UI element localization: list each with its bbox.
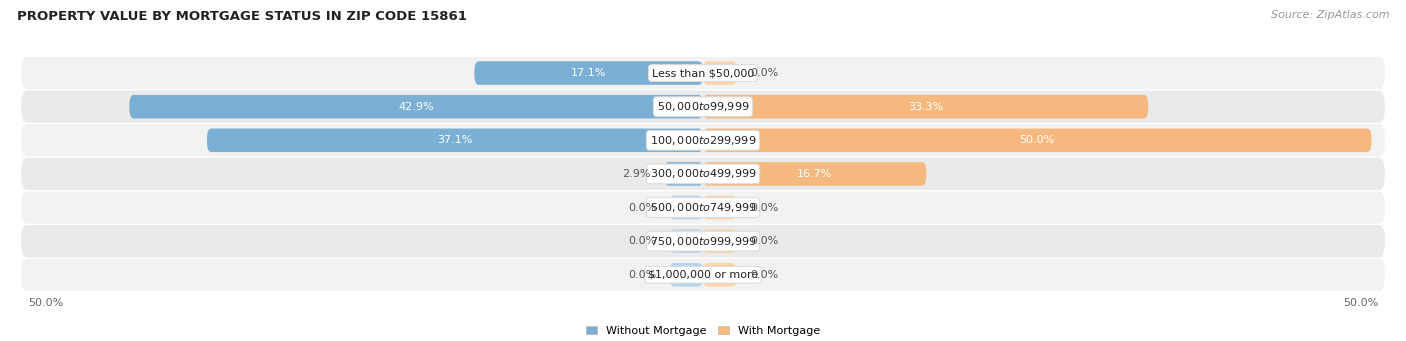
Text: 16.7%: 16.7% <box>797 169 832 179</box>
FancyBboxPatch shape <box>703 162 927 186</box>
FancyBboxPatch shape <box>474 61 703 85</box>
Text: 0.0%: 0.0% <box>749 236 778 246</box>
Text: 50.0%: 50.0% <box>1343 298 1378 308</box>
Legend: Without Mortgage, With Mortgage: Without Mortgage, With Mortgage <box>582 321 824 340</box>
Text: 0.0%: 0.0% <box>749 270 778 280</box>
FancyBboxPatch shape <box>21 158 1385 190</box>
Text: 37.1%: 37.1% <box>437 135 472 145</box>
Text: Source: ZipAtlas.com: Source: ZipAtlas.com <box>1271 10 1389 20</box>
FancyBboxPatch shape <box>703 61 737 85</box>
Text: $1,000,000 or more: $1,000,000 or more <box>648 270 758 280</box>
Text: 0.0%: 0.0% <box>628 270 657 280</box>
FancyBboxPatch shape <box>669 229 703 253</box>
Text: 50.0%: 50.0% <box>28 298 63 308</box>
FancyBboxPatch shape <box>21 124 1385 157</box>
FancyBboxPatch shape <box>21 57 1385 89</box>
Text: $50,000 to $99,999: $50,000 to $99,999 <box>657 100 749 113</box>
Text: 50.0%: 50.0% <box>1019 135 1054 145</box>
FancyBboxPatch shape <box>21 258 1385 291</box>
Text: 2.9%: 2.9% <box>623 169 651 179</box>
FancyBboxPatch shape <box>703 95 1149 118</box>
Text: 0.0%: 0.0% <box>628 203 657 212</box>
Text: 0.0%: 0.0% <box>628 236 657 246</box>
Text: $500,000 to $749,999: $500,000 to $749,999 <box>650 201 756 214</box>
Text: $300,000 to $499,999: $300,000 to $499,999 <box>650 167 756 180</box>
Text: 0.0%: 0.0% <box>749 203 778 212</box>
Text: 0.0%: 0.0% <box>749 68 778 78</box>
Text: Less than $50,000: Less than $50,000 <box>652 68 754 78</box>
Text: 17.1%: 17.1% <box>571 68 606 78</box>
FancyBboxPatch shape <box>21 90 1385 123</box>
FancyBboxPatch shape <box>21 191 1385 224</box>
FancyBboxPatch shape <box>664 162 703 186</box>
Text: 42.9%: 42.9% <box>398 102 434 112</box>
FancyBboxPatch shape <box>703 263 737 286</box>
FancyBboxPatch shape <box>703 229 737 253</box>
FancyBboxPatch shape <box>207 129 703 152</box>
FancyBboxPatch shape <box>669 196 703 219</box>
FancyBboxPatch shape <box>669 263 703 286</box>
FancyBboxPatch shape <box>129 95 703 118</box>
Text: PROPERTY VALUE BY MORTGAGE STATUS IN ZIP CODE 15861: PROPERTY VALUE BY MORTGAGE STATUS IN ZIP… <box>17 10 467 23</box>
Text: 33.3%: 33.3% <box>908 102 943 112</box>
Text: $750,000 to $999,999: $750,000 to $999,999 <box>650 235 756 248</box>
FancyBboxPatch shape <box>703 129 1371 152</box>
FancyBboxPatch shape <box>703 196 737 219</box>
Text: $100,000 to $299,999: $100,000 to $299,999 <box>650 134 756 147</box>
FancyBboxPatch shape <box>21 225 1385 257</box>
